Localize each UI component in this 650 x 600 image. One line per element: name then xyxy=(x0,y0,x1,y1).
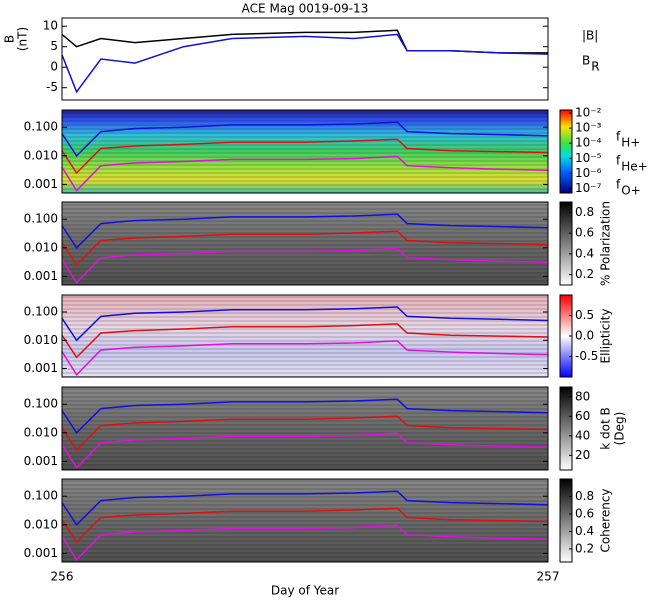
series-line xyxy=(61,340,549,377)
colorbar xyxy=(559,478,573,563)
y-tick-label: 0.010 xyxy=(24,425,58,439)
colorbar-tick-label: 10⁻² xyxy=(575,106,602,120)
y-tick-label: 0.100 xyxy=(24,489,58,503)
y-tick-label: 5 xyxy=(50,39,58,53)
colorbar-tick-label: 10⁻⁶ xyxy=(575,166,602,180)
legend-label: f xyxy=(616,178,621,192)
colorbar xyxy=(559,109,573,194)
y-tick-label: 0.010 xyxy=(24,333,58,347)
y-tick-label: 0 xyxy=(50,60,58,74)
colorbar-tick-label: 0.2 xyxy=(575,541,594,555)
y-axis-label: B xyxy=(3,35,17,43)
series-line xyxy=(61,524,549,561)
series-line xyxy=(61,507,549,544)
series-line xyxy=(61,230,549,267)
colorbar xyxy=(559,201,573,286)
legend-subscript: He+ xyxy=(621,160,647,174)
series-line xyxy=(61,121,549,157)
plot-frame xyxy=(61,478,549,563)
y-tick-label: 0.100 xyxy=(24,305,58,319)
colorbar-tick-label: 0.4 xyxy=(575,246,594,260)
y-tick-label: 0.001 xyxy=(24,177,58,191)
x-axis-label: Day of Year xyxy=(271,584,339,598)
legend-label: f xyxy=(616,130,621,144)
colorbar-tick-label: 0.8 xyxy=(575,489,594,503)
x-tick-label: 257 xyxy=(537,570,560,584)
colorbar-tick-label: 60 xyxy=(575,409,590,423)
colorbar-tick-label: 10⁻³ xyxy=(575,121,602,135)
series-line xyxy=(61,398,549,434)
x-tick-label: 256 xyxy=(51,570,74,584)
plot-frame xyxy=(61,201,549,286)
y-tick-label: 0.010 xyxy=(24,517,58,531)
plot-frame xyxy=(61,294,549,378)
y-tick-label: 0.001 xyxy=(24,361,58,375)
legend-subscript: R xyxy=(591,60,599,74)
colorbar xyxy=(559,386,573,471)
chart-title: ACE Mag 0019-09-13 xyxy=(242,2,369,16)
colorbar-tick-label: -0.5 xyxy=(575,349,598,363)
y-tick-label: 0.010 xyxy=(24,148,58,162)
colorbar-tick-label: 10⁻⁴ xyxy=(575,136,602,150)
colorbar-tick-label: 0.2 xyxy=(575,267,594,281)
y-tick-label: 0.001 xyxy=(24,546,58,560)
series-line xyxy=(61,138,549,175)
colorbar-tick-label: 0.6 xyxy=(575,506,594,520)
series-line xyxy=(61,155,549,192)
series-line xyxy=(61,29,548,54)
colorbar-tick-label: 80 xyxy=(575,389,590,403)
y-tick-label: 0.100 xyxy=(24,397,58,411)
colorbar-tick-label: 0.6 xyxy=(575,226,594,240)
colorbar-tick-label: 40 xyxy=(575,428,590,442)
series-line xyxy=(61,323,549,359)
colorbar-label: Ellipticity xyxy=(599,309,613,364)
colorbar-tick-label: 20 xyxy=(575,448,590,462)
legend-subscript: O+ xyxy=(621,184,641,198)
colorbar-tick-label: 0.8 xyxy=(575,205,594,219)
colorbar-tick-label: 0.0 xyxy=(575,329,594,343)
y-tick-label: 10 xyxy=(43,19,58,33)
colorbar-tick-label: 10⁻⁷ xyxy=(575,181,602,195)
y-tick-label: 0.010 xyxy=(24,240,58,254)
series-line xyxy=(61,247,549,284)
colorbar-label: Coherency xyxy=(599,488,613,552)
y-tick-label: 0.001 xyxy=(24,454,58,468)
colorbar-tick-label: 0.5 xyxy=(575,308,594,322)
legend-label: B xyxy=(582,54,590,68)
y-axis-label: (nT) xyxy=(16,27,30,51)
y-tick-label: -5 xyxy=(46,80,58,94)
legend-label: |B| xyxy=(582,29,598,43)
y-tick-label: 0.100 xyxy=(24,120,58,134)
plot-frame xyxy=(61,386,549,471)
series-line xyxy=(61,33,549,94)
plot-frame xyxy=(61,109,549,194)
y-tick-label: 0.001 xyxy=(24,269,58,283)
legend-label: f xyxy=(616,154,621,168)
plot-frame xyxy=(61,17,549,101)
series-line xyxy=(61,490,549,526)
colorbar-label: % Polarization xyxy=(599,201,613,286)
series-line xyxy=(61,306,549,342)
colorbar-label: k dot B xyxy=(599,407,613,449)
series-line xyxy=(61,213,549,249)
y-tick-label: 0.100 xyxy=(24,212,58,226)
colorbar-tick-label: 0.4 xyxy=(575,524,594,538)
series-line xyxy=(61,415,549,452)
legend-subscript: H+ xyxy=(621,136,640,150)
colorbar-tick-label: 10⁻⁵ xyxy=(575,151,602,165)
series-line xyxy=(61,432,549,469)
colorbar-label: (Deg) xyxy=(613,412,627,446)
